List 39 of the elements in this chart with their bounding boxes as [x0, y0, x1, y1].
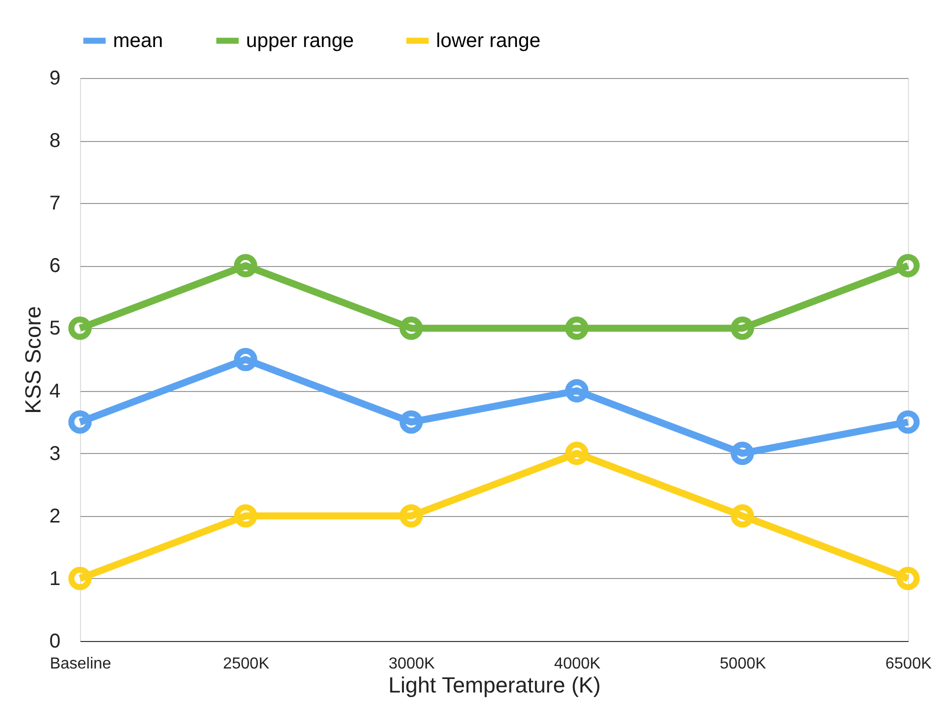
- point: [730, 442, 754, 465]
- point: [565, 379, 588, 402]
- y-axis-title: KSS Score: [20, 306, 46, 414]
- point: [68, 566, 92, 590]
- point: [565, 316, 588, 340]
- point: [68, 410, 92, 434]
- point: [730, 504, 754, 528]
- x-axis-title: Light Temperature (K): [388, 672, 601, 698]
- y-tick-label: 1: [49, 568, 60, 590]
- point: [400, 504, 423, 528]
- point: [896, 410, 920, 434]
- y-tick-label: 8: [49, 130, 60, 152]
- y-tick-label: 6: [49, 255, 60, 278]
- legend-label: upper range: [246, 30, 354, 52]
- y-tick-label: 5: [49, 318, 60, 340]
- y-tick-label: 9: [49, 68, 60, 90]
- x-tick-label: 6500K: [885, 656, 932, 672]
- y-tick-label: 0: [49, 630, 60, 652]
- y-tick-label: 4: [49, 380, 60, 402]
- x-tick-label: 4000K: [554, 656, 601, 672]
- x-tick-label: 3000K: [388, 656, 436, 672]
- y-tick-label: 2: [49, 505, 60, 528]
- point: [400, 410, 423, 434]
- point: [896, 566, 920, 590]
- x-tick-label: 2500K: [222, 656, 270, 672]
- legend-label: lower range: [436, 30, 541, 52]
- y-tick-label: 3: [49, 442, 60, 465]
- point: [565, 442, 588, 465]
- x-tick-label: 5000K: [720, 656, 766, 672]
- point: [730, 316, 754, 340]
- point: [896, 254, 920, 278]
- y-tick-label: 7: [49, 192, 60, 215]
- point: [234, 254, 258, 278]
- point: [234, 348, 258, 372]
- legend-label: mean: [113, 30, 164, 52]
- point: [400, 316, 423, 340]
- point: [234, 504, 258, 528]
- x-tick-label: Baseline: [50, 656, 112, 672]
- point: [68, 316, 92, 340]
